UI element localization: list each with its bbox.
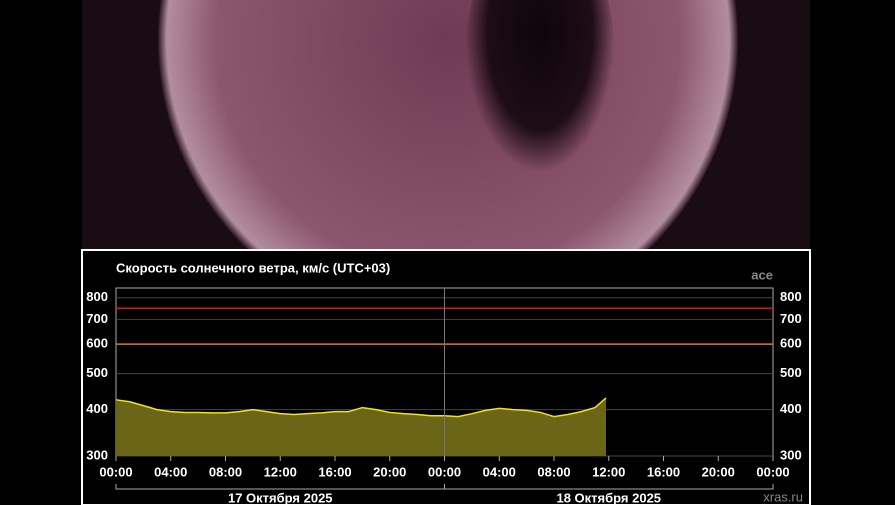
x-tick-label: 04:00 xyxy=(154,464,187,479)
y-tick-label: 700 xyxy=(86,311,108,326)
x-tick-label: 12:00 xyxy=(592,464,625,479)
sun-image xyxy=(82,0,810,330)
x-tick-label: 16:00 xyxy=(647,464,680,479)
x-tick-label: 00:00 xyxy=(756,464,789,479)
chart-panel xyxy=(81,249,811,505)
x-tick-label: 08:00 xyxy=(209,464,242,479)
date-label: 18 Октября 2025 xyxy=(556,490,661,505)
y-tick-label: 500 xyxy=(86,365,108,380)
chart-title: Скорость солнечного ветра, км/с (UTC+03) xyxy=(116,260,390,275)
x-tick-label: 20:00 xyxy=(702,464,735,479)
y2-tick-label: 600 xyxy=(780,336,802,351)
credit: xras.ru xyxy=(763,489,803,504)
y-tick-label: 600 xyxy=(86,336,108,351)
line xyxy=(115,397,607,418)
date-label: 17 Октября 2025 xyxy=(228,490,333,505)
x-tick-label: 00:00 xyxy=(428,464,461,479)
y-tick-label: 400 xyxy=(86,401,108,416)
x-tick-label: 08:00 xyxy=(537,464,570,479)
y-tick-label: 800 xyxy=(86,289,108,304)
y-tick-label: 300 xyxy=(86,447,108,462)
y2-tick-label: 500 xyxy=(780,365,802,380)
date-bracket xyxy=(444,484,774,490)
x-tick-label: 04:00 xyxy=(483,464,516,479)
y2-tick-label: 400 xyxy=(780,401,802,416)
y2-tick-label: 700 xyxy=(780,311,802,326)
x-tick-label: 16:00 xyxy=(318,464,351,479)
x-tick-label: 00:00 xyxy=(99,464,132,479)
y2-tick-label: 800 xyxy=(780,289,802,304)
x-tick-label: 12:00 xyxy=(264,464,297,479)
y2-tick-label: 300 xyxy=(780,447,802,462)
x-tick-label: 20:00 xyxy=(373,464,406,479)
source-label: ace xyxy=(751,267,773,282)
area xyxy=(116,397,607,456)
